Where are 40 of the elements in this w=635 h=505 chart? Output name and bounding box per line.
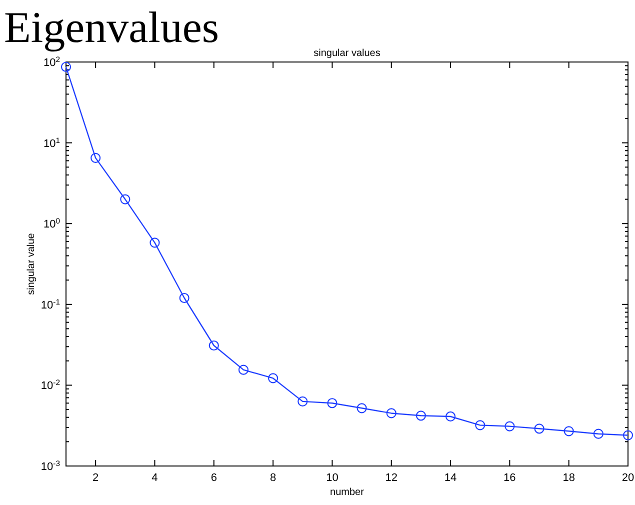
point (327, 398, 338, 408)
y-tick-label: 10$^{-3}$ (40, 458, 60, 473)
y-tick-label: 10$^{-2}$ (40, 378, 60, 392)
x-axis-title: number (330, 487, 365, 498)
x-tick-label: 14 (444, 472, 457, 484)
y-tick-label: 10$^{2}$ (43, 54, 60, 69)
x-tick-label: 12 (385, 472, 398, 484)
point (534, 424, 544, 434)
text: Eigenvalues (4, 3, 220, 52)
point (593, 428, 604, 439)
point (386, 408, 396, 418)
x-tick-label: 2 (92, 472, 99, 484)
chart-title: singular values (314, 48, 380, 59)
x-tick-label: 6 (210, 472, 217, 484)
x-tick-label: 20 (622, 472, 634, 484)
point (416, 410, 426, 421)
point (445, 411, 456, 422)
y-tick-label: 10$^{1}$ (43, 135, 60, 150)
point (504, 421, 515, 432)
point (90, 152, 101, 163)
point (268, 373, 278, 384)
y-tick-label: 10$^{-1}$ (40, 296, 60, 312)
y-tick-label: 10$^{0}$ (43, 216, 60, 231)
point (356, 403, 367, 414)
x-tick-label: 8 (270, 472, 276, 484)
point (298, 396, 308, 406)
point (179, 292, 190, 304)
point (475, 420, 486, 430)
x-tick-label: 4 (152, 472, 158, 484)
point (564, 426, 574, 436)
point (208, 340, 219, 351)
point (60, 62, 72, 72)
point (150, 238, 160, 248)
x-tick-label: 18 (562, 472, 575, 484)
point (120, 194, 130, 204)
x-tick-label: 16 (504, 472, 516, 484)
x-tick-label: 10 (326, 472, 338, 484)
point (622, 430, 634, 440)
point (238, 364, 249, 375)
y-axis-title: singular value (26, 232, 37, 295)
